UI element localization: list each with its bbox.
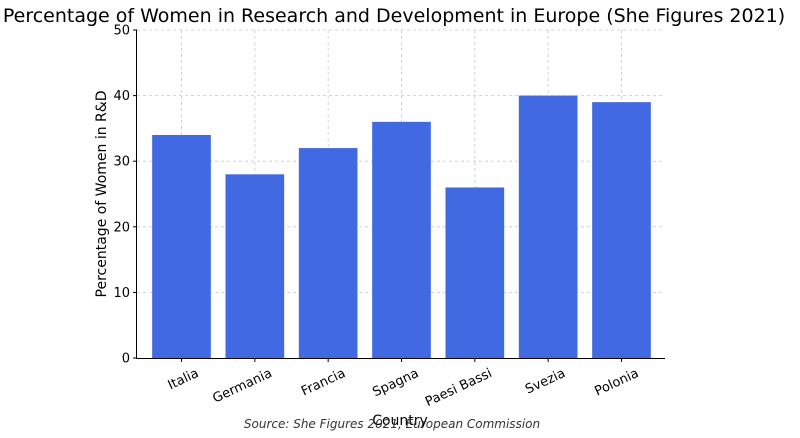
x-tick-label: Paesi Bassi	[423, 366, 494, 410]
x-axis-label: Country	[372, 413, 428, 429]
x-tick-label: Polonia	[593, 366, 642, 399]
bars	[152, 95, 651, 358]
bar-svezia	[518, 95, 578, 358]
x-tick-label: Germania	[211, 366, 275, 406]
y-tick-label: 40	[113, 89, 130, 104]
x-tick-label: Italia	[166, 366, 201, 393]
bar-italia	[152, 134, 211, 358]
y-tick-label: 0	[122, 352, 130, 367]
bar-polonia	[592, 102, 651, 358]
y-tick-label: 10	[113, 286, 130, 301]
axes	[136, 30, 665, 359]
x-tick-label: Svezia	[523, 366, 568, 397]
chart-title: Percentage of Women in Research and Deve…	[3, 5, 785, 27]
ticks	[133, 29, 622, 362]
source-note: Source: She Figures 2021, European Commi…	[244, 417, 540, 431]
bar-francia	[298, 148, 358, 358]
y-tick-label: 20	[113, 220, 130, 235]
y-tick-label: 30	[113, 155, 130, 170]
x-tick-label: Spagna	[370, 366, 421, 400]
x-tick-label: Francia	[299, 366, 348, 399]
y-tick-label: 50	[113, 24, 130, 39]
bar-paesi-bassi	[445, 187, 505, 358]
y-axis-label: Percentage of Women in R&D	[94, 91, 110, 298]
bar-spagna	[372, 121, 431, 358]
bar-germania	[225, 174, 285, 358]
